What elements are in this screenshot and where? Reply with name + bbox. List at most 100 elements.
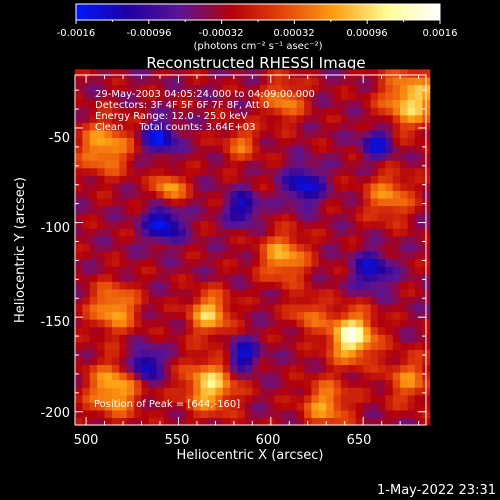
heatmap-cell <box>215 122 224 131</box>
heatmap-cell <box>222 356 231 366</box>
heatmap-cell <box>326 220 335 229</box>
heatmap-cell <box>392 205 401 214</box>
heatmap-cell <box>363 137 372 146</box>
heatmap-cell <box>75 220 83 229</box>
heatmap-cell <box>304 129 313 139</box>
heatmap-cell <box>355 356 364 366</box>
heatmap-cell <box>363 281 372 290</box>
heatmap-cell <box>385 311 394 320</box>
heatmap-cell <box>311 349 320 358</box>
heatmap-cell <box>348 175 357 184</box>
heatmap-cell <box>252 175 261 184</box>
heatmap-cell <box>244 197 253 207</box>
heatmap-cell <box>200 258 209 267</box>
heatmap-cell <box>178 281 187 290</box>
heatmap-cell <box>333 92 342 101</box>
heatmap-cell <box>82 190 91 199</box>
heatmap-cell <box>119 311 128 320</box>
heatmap-cell <box>348 303 357 313</box>
heatmap-cell <box>185 84 194 93</box>
heatmap-cell <box>385 379 394 388</box>
heatmap-cell <box>171 402 180 411</box>
heatmap-cell <box>392 288 401 297</box>
heatmap-cell <box>230 190 239 199</box>
y-axis-label: Heliocentric Y (arcsec) <box>13 177 28 323</box>
heatmap-cell <box>244 349 253 358</box>
heatmap-cell <box>97 417 106 426</box>
heatmap-cell <box>370 114 379 123</box>
heatmap-cell <box>267 258 276 267</box>
heatmap-cell <box>281 99 290 108</box>
chart-title: Reconstructed RHESSI Image <box>146 54 365 72</box>
heatmap-cell <box>75 326 83 335</box>
heatmap-cell <box>82 341 91 350</box>
heatmap-cell <box>237 266 246 275</box>
heatmap-cell <box>237 326 246 335</box>
heatmap-cell <box>141 250 150 260</box>
heatmap-cell <box>104 137 113 146</box>
heatmap-cell <box>274 197 283 207</box>
heatmap-cell <box>400 197 409 207</box>
heatmap-cell <box>377 76 386 86</box>
heatmap-cell <box>311 99 320 108</box>
heatmap-cell <box>296 145 305 154</box>
heatmap-cell <box>185 122 194 131</box>
heatmap-cell <box>156 311 165 320</box>
heatmap-cell <box>289 258 298 267</box>
heatmap-cell <box>126 334 135 343</box>
heatmap-cell <box>281 258 290 267</box>
heatmap-cell <box>111 228 120 237</box>
heatmap-cell <box>414 303 423 313</box>
heatmap-cell <box>333 122 342 131</box>
heatmap-cell <box>414 409 423 419</box>
heatmap-cell <box>171 99 180 108</box>
heatmap-cell <box>163 296 172 305</box>
heatmap-cell <box>215 258 224 267</box>
heatmap-cell <box>89 235 98 244</box>
heatmap-cell <box>230 311 239 320</box>
heatmap-cell <box>75 197 83 207</box>
heatmap-cell <box>281 205 290 214</box>
heatmap-cell <box>230 250 239 260</box>
heatmap-cell <box>163 69 172 78</box>
heatmap-cell <box>259 356 268 366</box>
heatmap-cell <box>385 356 394 366</box>
heatmap-cell <box>141 175 150 184</box>
heatmap-cell <box>200 356 209 366</box>
heatmap-cell <box>341 409 350 419</box>
heatmap-cell <box>355 281 364 290</box>
heatmap-cell <box>318 341 327 350</box>
heatmap-cell <box>200 379 209 388</box>
heatmap-cell <box>318 213 327 222</box>
heatmap-cell <box>148 205 157 214</box>
annotation-line: 29-May-2003 04:05:24.000 to 04:09:00.000 <box>95 89 315 100</box>
heatmap-cell <box>171 281 180 290</box>
heatmap-cell <box>171 129 180 139</box>
heatmap-cell <box>318 402 327 411</box>
heatmap-cell <box>274 387 283 396</box>
heatmap-cell <box>392 417 401 426</box>
heatmap-cell <box>414 326 423 335</box>
x-axis-label: Heliocentric X (arcsec) <box>177 448 324 463</box>
heatmap-cell <box>363 69 372 78</box>
heatmap-cell <box>104 356 113 366</box>
heatmap-cell <box>230 122 239 131</box>
heatmap-cell <box>111 167 120 176</box>
heatmap-cell <box>348 152 357 161</box>
heatmap-cell <box>230 281 239 290</box>
heatmap-cell <box>407 243 416 252</box>
heatmap-cell <box>222 220 231 229</box>
heatmap-cell <box>104 76 113 86</box>
heatmap-cell <box>274 258 283 267</box>
heatmap-cell <box>414 84 423 93</box>
heatmap-cell <box>311 326 320 335</box>
heatmap-cell <box>370 190 379 199</box>
heatmap-cell <box>163 243 172 252</box>
heatmap-cell <box>75 311 83 320</box>
heatmap-cell <box>355 228 364 237</box>
heatmap-cell <box>281 145 290 154</box>
heatmap-cell <box>230 92 239 101</box>
heatmap-cell <box>178 250 187 260</box>
heatmap-cell <box>134 99 143 108</box>
heatmap-cell <box>104 122 113 131</box>
